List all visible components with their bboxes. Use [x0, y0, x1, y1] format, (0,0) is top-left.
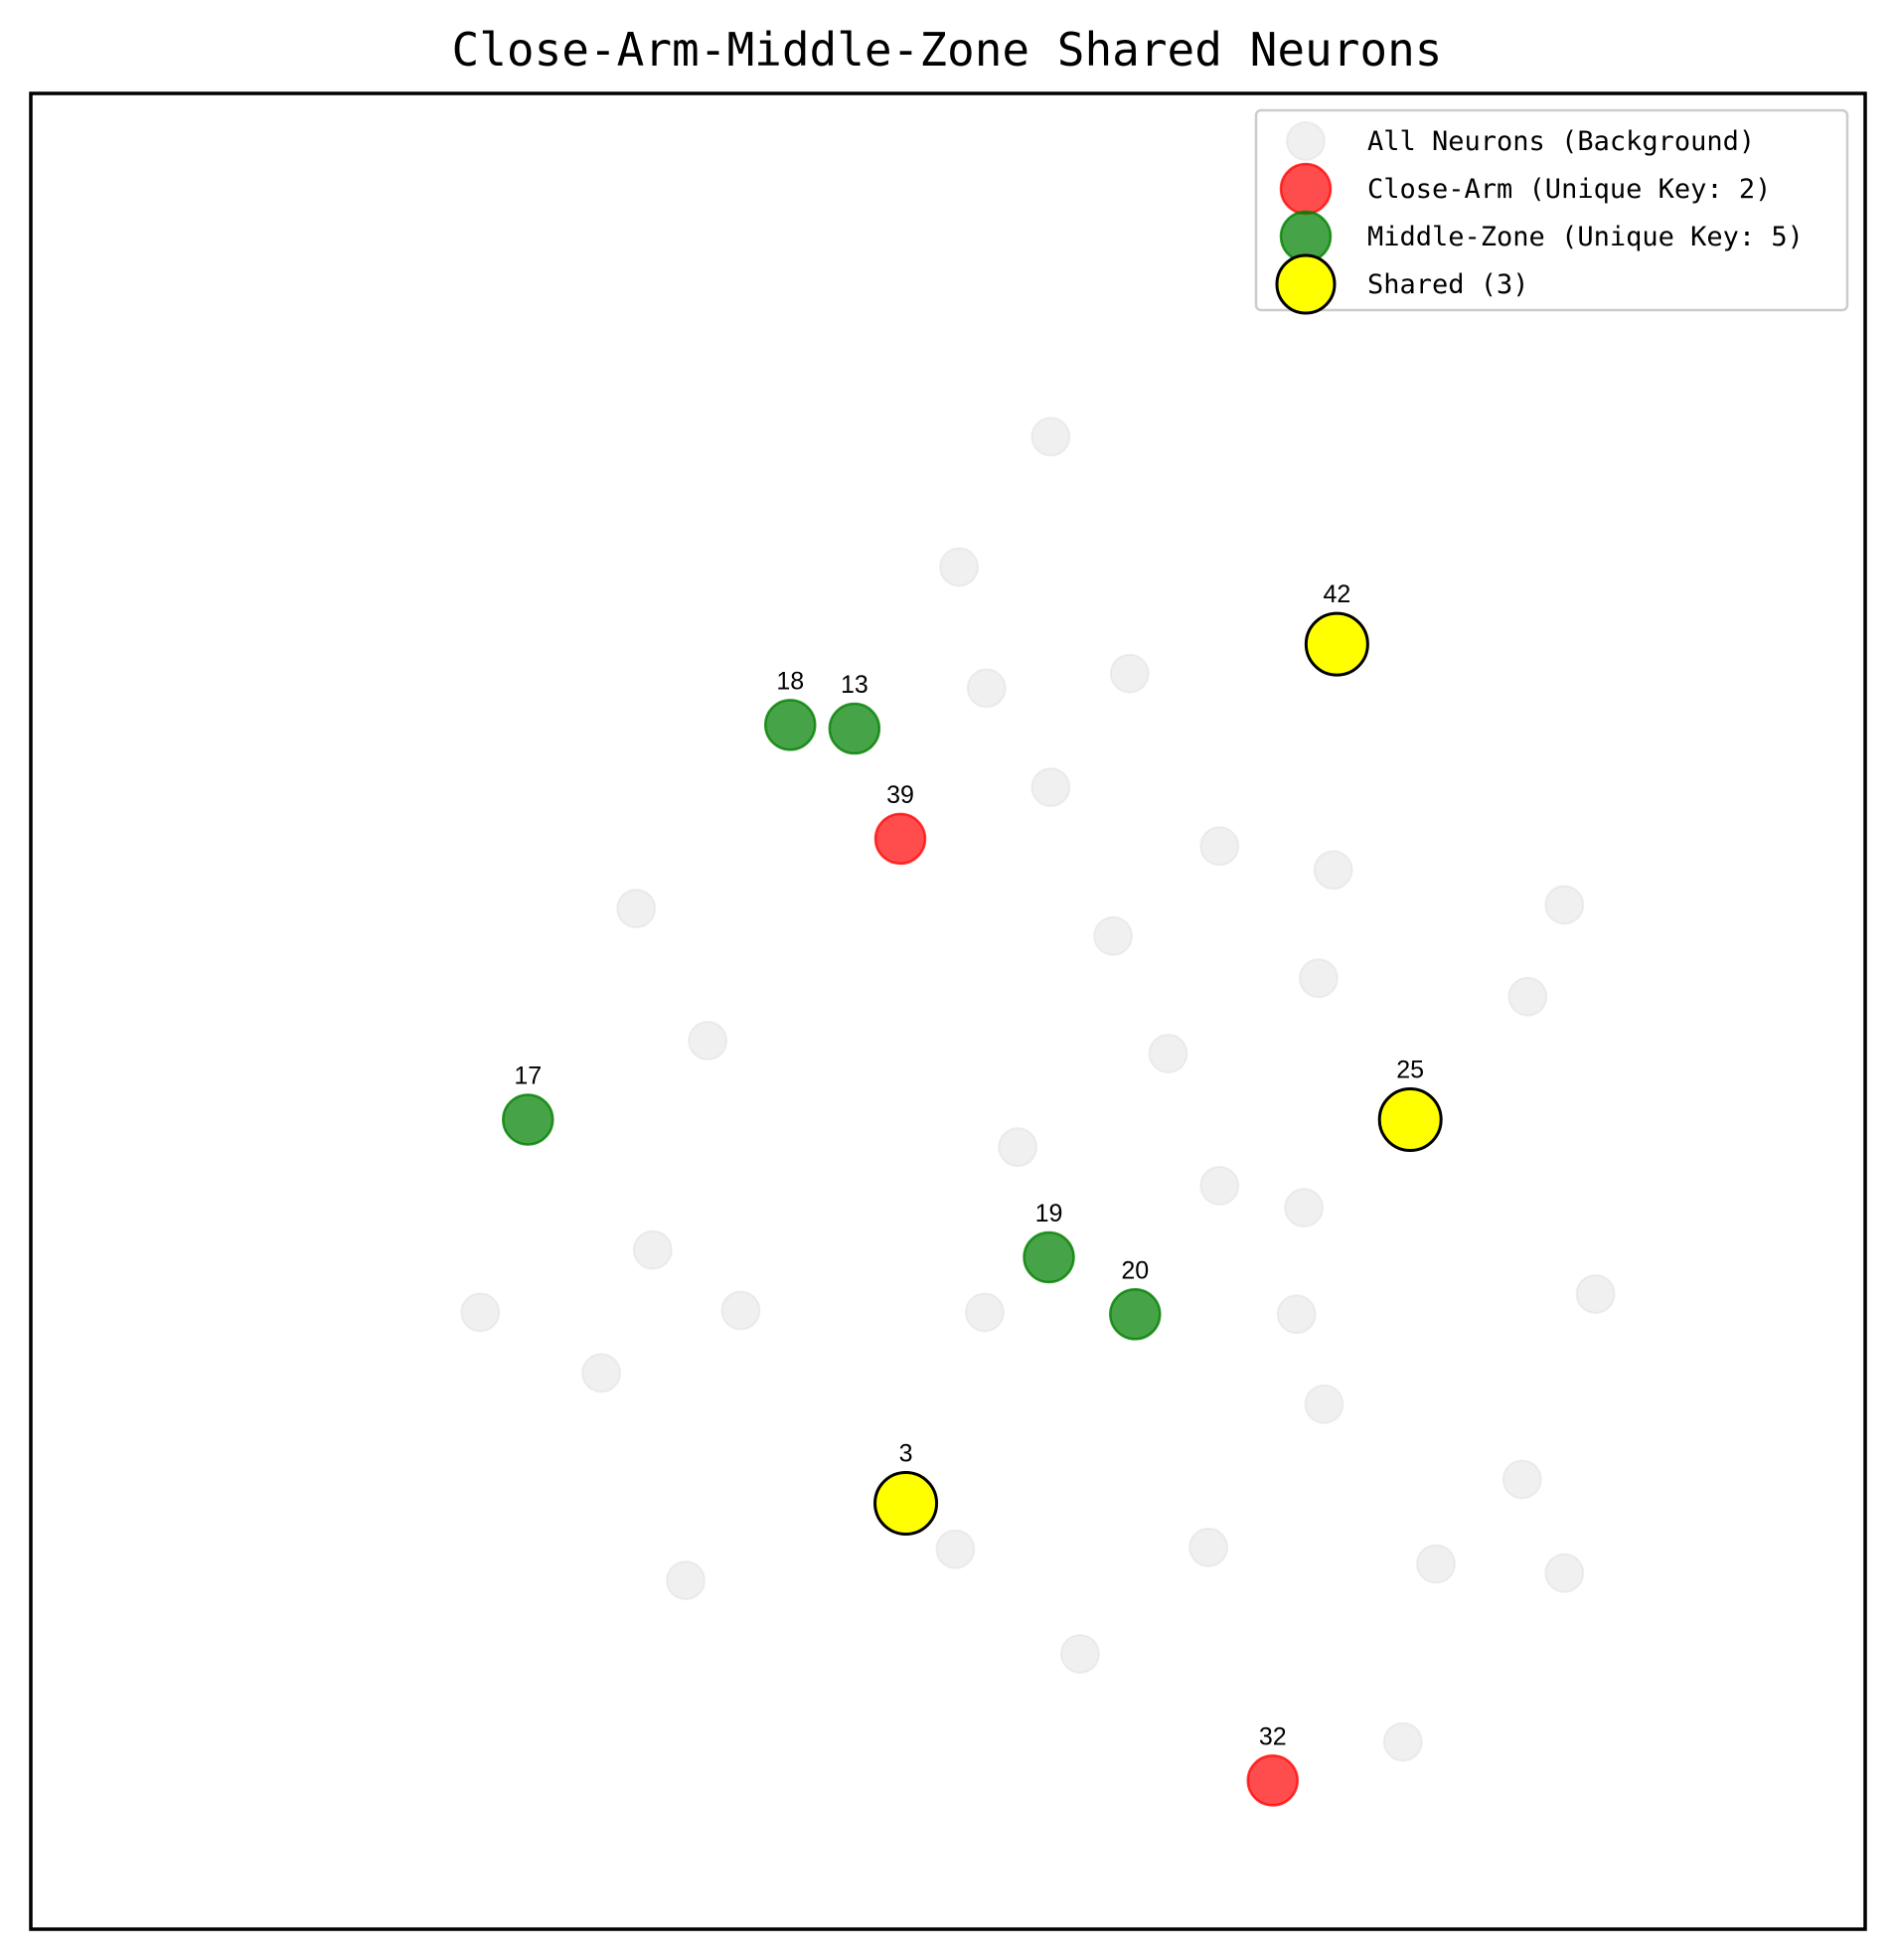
background-neuron-point	[1416, 1544, 1457, 1584]
legend-label-middle: Middle-Zone (Unique Key: 5)	[1367, 222, 1804, 252]
background-neuron-point	[939, 547, 980, 587]
middle-neuron-point	[1023, 1230, 1075, 1284]
background-neuron-point	[1199, 1165, 1240, 1206]
point-labels: 39 32 18 13 17 19 20 42 25 3	[514, 580, 1424, 1750]
neuron-label: 25	[1396, 1056, 1424, 1083]
background-neuron-point	[1544, 1552, 1585, 1593]
middle-neuron-point	[828, 702, 881, 755]
background-neuron-point	[1030, 416, 1071, 457]
shared-neuron-point	[1304, 611, 1369, 677]
background-neuron-point	[1298, 958, 1339, 999]
background-neuron-point	[1109, 653, 1150, 694]
close-neuron-point	[1246, 1754, 1299, 1807]
background-neuron-point	[720, 1290, 761, 1331]
background-neuron-point	[1501, 1459, 1542, 1500]
neuron-label: 42	[1323, 580, 1350, 608]
background-neuron-point	[1188, 1527, 1229, 1567]
neuron-label: 3	[899, 1439, 913, 1467]
neuron-label: 39	[886, 781, 914, 809]
neuron-label: 18	[776, 667, 804, 695]
legend-label-close: Close-Arm (Unique Key: 2)	[1367, 174, 1771, 205]
middle-neuron-point	[1109, 1288, 1162, 1341]
background-neuron-point	[688, 1021, 728, 1062]
legend-label-shared: Shared (3)	[1367, 269, 1529, 300]
neuron-label: 13	[841, 671, 869, 699]
background-neuron-point	[935, 1529, 976, 1569]
background-neuron-point	[1575, 1273, 1616, 1314]
background-neuron-point	[1382, 1721, 1423, 1762]
middle-neuron-point	[502, 1093, 554, 1146]
legend-label-background: All Neurons (Background)	[1367, 126, 1755, 157]
background-neuron-point	[1507, 976, 1548, 1017]
shared-neuron-point	[1377, 1086, 1443, 1152]
neuron-label: 32	[1259, 1722, 1287, 1750]
background-neuron-point	[998, 1127, 1038, 1168]
background-neuron-point	[1148, 1033, 1188, 1073]
legend-frame	[1254, 108, 1849, 312]
chart-title: Close-Arm-Middle-Zone Shared Neurons	[452, 23, 1443, 77]
legend-marker-close	[1279, 162, 1333, 216]
background-neuron-point	[966, 668, 1007, 709]
background-neuron-point	[1059, 1633, 1100, 1674]
background-neuron-point	[1544, 885, 1585, 925]
legend: All Neurons (Background) Close-Arm (Uniqu…	[1254, 108, 1849, 315]
background-neuron-point	[1093, 915, 1134, 956]
shared-neuron-point	[873, 1470, 939, 1536]
background-neuron-point	[1284, 1188, 1325, 1228]
middle-neuron-point	[763, 699, 817, 751]
background-neuron-point	[1276, 1294, 1317, 1335]
neuron-label: 20	[1121, 1256, 1149, 1284]
background-neuron-point	[632, 1229, 673, 1270]
background-neuron-point	[666, 1560, 707, 1601]
neuron-label: 17	[514, 1062, 542, 1089]
close-neuron-point	[873, 812, 927, 866]
background-neuron-point	[964, 1292, 1005, 1333]
background-neuron-point	[1304, 1384, 1344, 1424]
background-neuron-point	[1313, 850, 1353, 891]
neuron-label: 19	[1035, 1200, 1063, 1227]
background-neuron-point	[581, 1353, 622, 1393]
background-neuron-point	[460, 1292, 501, 1333]
scatter-points	[460, 416, 1616, 1807]
plot-frame	[29, 91, 1867, 1931]
background-neuron-point	[1199, 826, 1240, 867]
legend-marker-shared	[1275, 253, 1337, 315]
background-neuron-point	[616, 889, 657, 929]
legend-marker-background	[1286, 121, 1326, 161]
background-neuron-point	[1030, 767, 1071, 808]
